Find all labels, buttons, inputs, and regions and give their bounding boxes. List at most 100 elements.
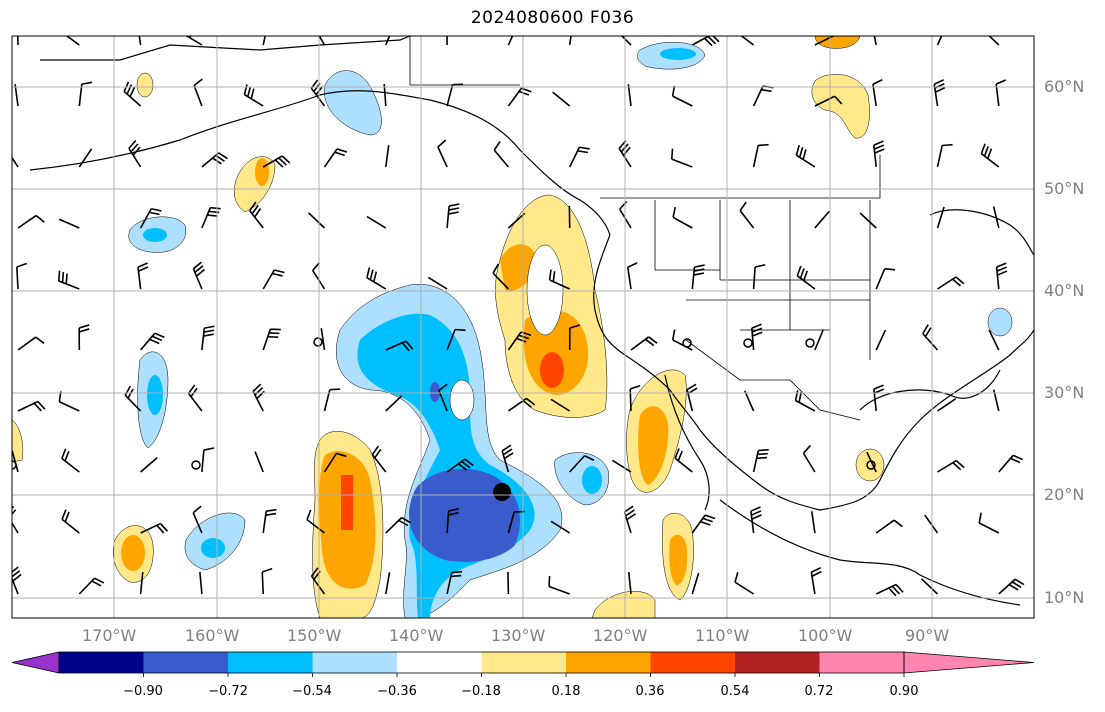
wind-barb — [507, 36, 514, 46]
wind-barb — [199, 572, 203, 595]
wind-barb — [814, 210, 830, 229]
yellow-patch-1 — [811, 74, 870, 139]
colorbar-segment — [650, 652, 736, 673]
wind-barb — [57, 270, 80, 290]
wind-barb — [552, 91, 571, 107]
wind-barb — [569, 455, 595, 473]
wind-barb — [366, 215, 387, 229]
wind-barb — [623, 505, 637, 534]
wind-barb — [992, 206, 1000, 229]
wind-barb — [261, 567, 273, 595]
lon-label-120w: 120°W — [593, 626, 648, 645]
wind-barb — [446, 203, 460, 229]
wind-barb — [201, 447, 215, 473]
wind-barb — [611, 459, 632, 473]
wind-barb — [796, 265, 816, 290]
calm-circle — [12, 460, 17, 470]
central-america-coast — [719, 499, 1021, 606]
wind-barb — [501, 444, 514, 473]
baja-peninsula — [664, 374, 710, 511]
calm-circle — [191, 460, 201, 470]
colorbar-extend-high — [903, 651, 1035, 674]
wind-barb — [802, 444, 816, 473]
wind-barb — [980, 143, 1000, 168]
colorbar-segment — [228, 652, 313, 673]
wind-barb — [936, 143, 953, 168]
wind-barb — [16, 36, 19, 46]
red-anomaly-1 — [540, 352, 564, 388]
wind-barb — [193, 78, 203, 107]
lon-label-130w: 130°W — [491, 626, 546, 645]
wind-barb — [427, 276, 448, 290]
wind-barb — [751, 323, 763, 351]
blue-anomaly-core — [409, 468, 520, 562]
wind-barb — [323, 148, 348, 168]
wind-barb — [201, 206, 221, 229]
wind-barb — [620, 36, 632, 46]
wind-barb — [320, 328, 326, 351]
wind-barb — [937, 459, 965, 473]
storm-location-marker — [493, 483, 511, 501]
wind-barb — [734, 571, 755, 595]
orange-patch-3 — [121, 535, 145, 571]
wind-barb — [16, 262, 27, 290]
wind-barb — [140, 522, 169, 534]
colorbar-tick-label: −0.72 — [208, 684, 248, 699]
lon-label-110w: 110°W — [695, 626, 750, 645]
wind-barb — [671, 329, 693, 351]
wind-barb — [14, 84, 19, 107]
blue-patch-2-core — [147, 375, 163, 415]
white-hole — [449, 379, 475, 421]
yellow-patch-7 — [136, 72, 154, 98]
wind-barb — [794, 390, 816, 412]
wind-barb — [306, 509, 325, 534]
lat-label-30n: 30°N — [1044, 383, 1085, 402]
wind-barb — [385, 340, 414, 352]
wind-barb — [243, 84, 264, 107]
colorbar-segment — [59, 652, 144, 673]
calm-circle — [805, 338, 815, 348]
colorbar-tick-label: 0.36 — [635, 684, 665, 699]
alaska-south-coast — [29, 90, 611, 236]
wind-barb — [936, 36, 943, 46]
wind-barb — [366, 267, 387, 290]
orange-patch-2 — [255, 158, 269, 186]
wind-barb — [674, 448, 693, 473]
yellow-patch-4 — [855, 448, 885, 482]
wind-barb — [875, 583, 904, 597]
wind-barb — [550, 398, 571, 412]
orange-anomaly-1 — [500, 244, 536, 291]
alaska-north-coast — [40, 36, 411, 61]
lon-label-140w: 140°W — [389, 626, 444, 645]
colorbar-segment — [397, 652, 482, 673]
wind-barb — [795, 144, 816, 168]
wind-barb — [262, 36, 267, 46]
wind-barb — [691, 514, 716, 534]
wind-barb — [672, 206, 693, 229]
colorbar-segment — [566, 652, 651, 673]
wind-barb — [814, 95, 843, 107]
lon-label-90w: 90°W — [905, 626, 950, 645]
wind-barb — [192, 261, 206, 290]
lon-label-150w: 150°W — [287, 626, 342, 645]
wind-barb — [988, 329, 1000, 351]
orange-anomaly-s — [669, 534, 688, 585]
colorbar-tick-label: 0.54 — [720, 684, 750, 699]
political-borders — [409, 36, 881, 421]
wind-barb — [752, 143, 769, 168]
wind-barb — [998, 578, 1025, 595]
colorbar-tick-label: −0.36 — [377, 684, 417, 699]
wind-barb — [691, 264, 705, 290]
wind-barb — [875, 267, 896, 290]
wind-barb — [371, 445, 387, 473]
colorbar-segment — [481, 652, 567, 673]
lon-label-170w: 170°W — [82, 626, 137, 645]
colorbar-tick-label: −0.54 — [292, 684, 332, 699]
wind-barb — [17, 214, 45, 229]
wind-barb — [58, 218, 80, 229]
wind-barb — [262, 269, 285, 290]
colorbar-tick-label: −0.90 — [123, 684, 163, 699]
wind-barb — [814, 36, 835, 46]
small-core — [430, 382, 440, 402]
wind-barb — [550, 520, 571, 534]
